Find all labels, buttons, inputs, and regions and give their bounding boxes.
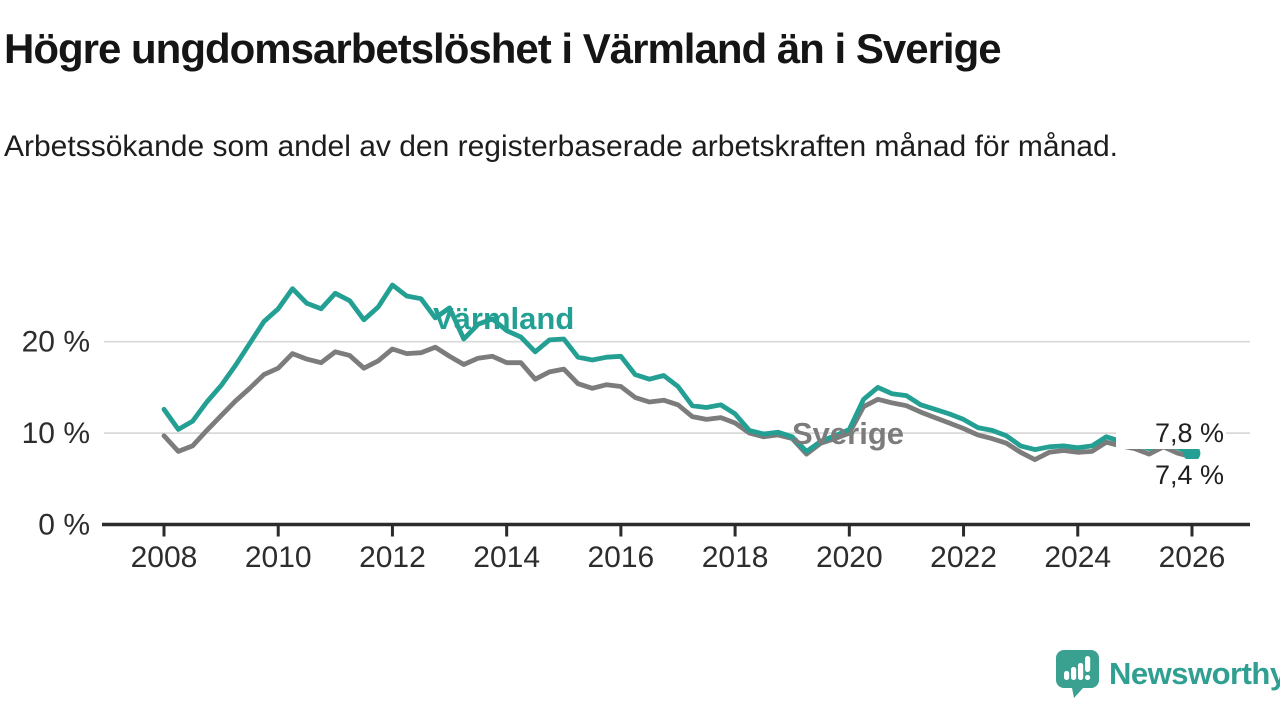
newsworthy-logo-icon	[1056, 650, 1099, 698]
x-tick-label-2020: 2020	[816, 541, 883, 574]
end-value-label-varmland: 7,8 %	[1116, 417, 1226, 449]
series-line-sverige	[161, 344, 1195, 463]
newsworthy-logo[interactable]: Newsworthy	[1055, 649, 1280, 699]
x-tick-label-2016: 2016	[588, 541, 655, 574]
x-tick-label-2014: 2014	[473, 541, 540, 574]
chart-title: Högre ungdomsarbetslöshet i Värmland än …	[4, 25, 1002, 72]
x-tick-label-2022: 2022	[930, 541, 997, 574]
chart-subtitle: Arbetssökande som andel av den registerb…	[4, 130, 1118, 163]
x-tick-label-2010: 2010	[245, 541, 312, 574]
series-label-varmland: Värmland	[433, 301, 575, 336]
x-tick-label-2026: 2026	[1159, 541, 1226, 574]
y-tick-label-10: 10 %	[22, 417, 90, 450]
x-tick-label-2024: 2024	[1044, 541, 1111, 574]
x-tick-label-2018: 2018	[702, 541, 769, 574]
y-tick-label-0: 0 %	[38, 509, 90, 542]
end-value-label-sverige: 7,4 %	[1116, 459, 1226, 491]
series-end-dot-varmland	[1183, 444, 1201, 462]
series-label-sverige: Sverige	[792, 416, 905, 451]
x-tick-label-2012: 2012	[359, 541, 426, 574]
series-line-värmland	[161, 282, 1195, 456]
x-tick-label-2008: 2008	[131, 541, 198, 574]
newsworthy-logo-text: Newsworthy	[1109, 656, 1280, 691]
y-tick-label-20: 20 %	[22, 326, 90, 359]
